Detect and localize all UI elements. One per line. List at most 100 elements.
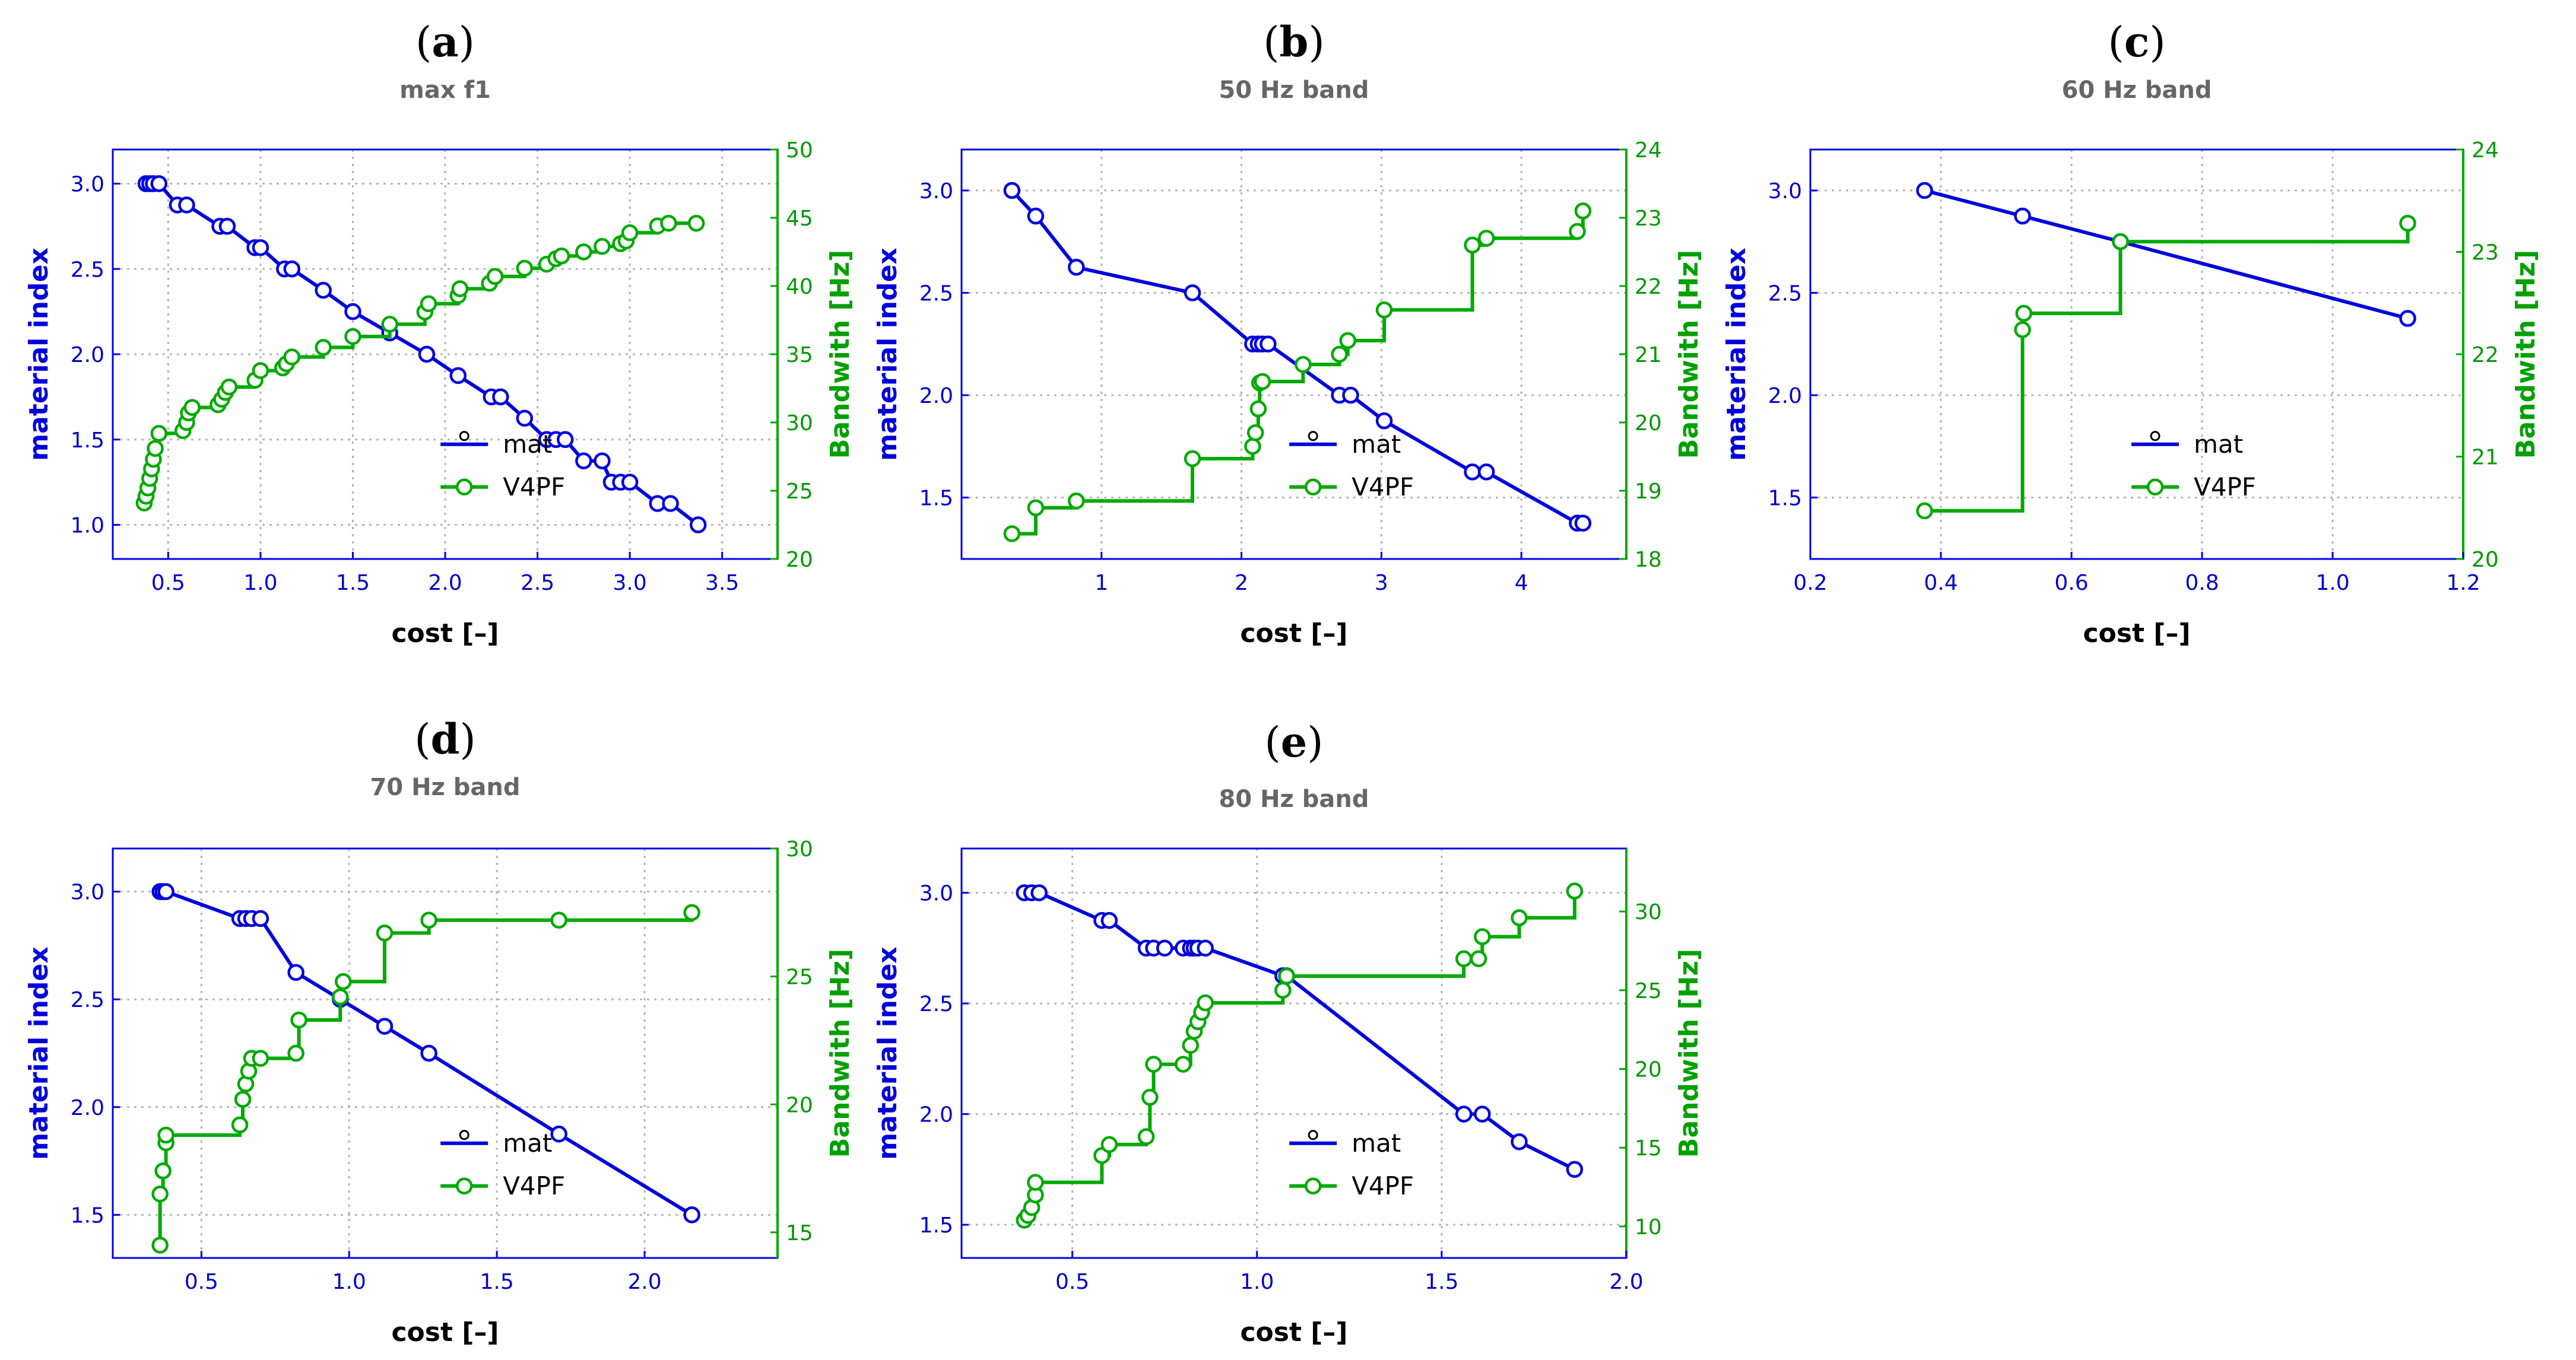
y2-tick-label: 19 [1635, 479, 1662, 504]
data-point [420, 295, 437, 313]
x-tick-label: 2.5 [521, 571, 554, 595]
x-tick-label: 1.5 [480, 1270, 513, 1294]
data-point [683, 1206, 700, 1224]
data-point [1464, 236, 1481, 254]
data-point [1375, 412, 1393, 430]
y2-tick-label: 24 [2472, 138, 2499, 163]
chart-subtitle: 80 Hz band [1219, 786, 1369, 813]
data-point [151, 1185, 169, 1203]
data-point [150, 175, 168, 192]
x-tick-label: 1.0 [243, 571, 277, 595]
y-axis-label: material index [873, 247, 903, 460]
data-point [2014, 207, 2031, 225]
legend-marker-v4pf [2146, 478, 2164, 496]
data-point [1342, 386, 1359, 404]
x-tick-label: 2.0 [1609, 1270, 1643, 1294]
x-tick-label: 2.0 [428, 571, 462, 595]
data-point [683, 904, 700, 922]
data-point [335, 973, 352, 990]
data-point [1455, 950, 1473, 968]
data-point [1184, 450, 1201, 468]
chart-subtitle: 70 Hz band [370, 774, 520, 801]
y2-tick-label: 20 [1635, 411, 1662, 436]
data-point [1030, 884, 1048, 901]
data-point [486, 268, 504, 285]
data-point [252, 362, 269, 379]
x-tick-label: 1.5 [1425, 1270, 1458, 1294]
y2-tick-label: 23 [2472, 241, 2499, 265]
y-tick-label: 1.5 [71, 428, 104, 453]
data-point [376, 924, 394, 942]
data-point [1339, 332, 1357, 349]
data-point [1156, 939, 1173, 957]
data-point [287, 964, 304, 981]
data-point [1244, 438, 1261, 455]
series-v4pf [1916, 214, 2416, 520]
chart-subtitle: max f1 [399, 77, 491, 104]
panel-letter: (e) [1264, 717, 1323, 767]
data-point [1474, 928, 1491, 945]
x-axis-label: cost [–] [2083, 618, 2190, 649]
y-tick-label: 2.0 [71, 343, 104, 367]
data-point [234, 1091, 252, 1108]
legend: mat V4PF [1289, 1129, 1414, 1200]
y2-axis-label: Bandwith [Hz] [1674, 250, 1704, 459]
y-tick-label: 3.0 [71, 173, 104, 197]
data-point [516, 409, 534, 427]
data-point [1184, 284, 1201, 301]
y2-tick-label: 24 [1635, 138, 1662, 163]
panel-letter: (d) [414, 714, 476, 764]
data-point [157, 1126, 175, 1144]
y2-tick-label: 20 [1635, 1058, 1662, 1082]
y2-axis-label: Bandwith [Hz] [825, 949, 855, 1158]
legend: mat V4PF [1289, 430, 1414, 501]
panel-letter: (b) [1263, 17, 1325, 66]
data-point [157, 883, 175, 900]
x-axis-label: cost [–] [391, 618, 499, 649]
x-tick-label: 1 [1095, 571, 1108, 595]
data-point [1182, 1037, 1200, 1054]
legend-marker-mat [2150, 431, 2161, 441]
y-tick-label: 2.5 [1768, 282, 1802, 306]
data-point [1295, 356, 1312, 373]
data-point [621, 224, 639, 242]
data-point [147, 440, 164, 457]
y-tick-label: 3.0 [919, 179, 953, 204]
y-tick-label: 2.5 [919, 282, 953, 306]
chart-panel-c: (c) 60 Hz band 0.2 0.4 0.6 0.8 1.0 1.2 1.5 2.0 2.5… [1721, 17, 2541, 649]
x-tick-label: 3.5 [705, 571, 739, 595]
data-point [344, 303, 361, 320]
data-point [687, 214, 705, 232]
data-point [344, 328, 361, 345]
y2-tick-label: 25 [786, 965, 813, 990]
y-axis-label: material index [873, 946, 903, 1159]
data-point [1470, 950, 1487, 968]
data-point [332, 988, 349, 1006]
data-point [1027, 499, 1045, 516]
series-line [1924, 223, 2410, 513]
data-point [575, 243, 592, 260]
data-point [662, 495, 679, 512]
data-point [1375, 301, 1393, 319]
x-tick-label: 0.5 [185, 1270, 218, 1294]
data-point [1566, 882, 1584, 900]
x-axis-label: cost [–] [1240, 618, 1347, 649]
data-point [1574, 202, 1592, 220]
y-tick-label: 1.0 [71, 514, 104, 538]
legend-marker-mat [1308, 431, 1318, 441]
data-point [1569, 223, 1586, 240]
data-point [1477, 230, 1495, 247]
data-point [451, 280, 469, 297]
y2-tick-label: 25 [786, 479, 813, 504]
panel-letter: (c) [2108, 17, 2165, 66]
y2-tick-label: 18 [1635, 548, 1662, 572]
y2-tick-label: 15 [1635, 1136, 1662, 1161]
series-line [144, 221, 697, 505]
x-tick-label: 0.6 [2054, 571, 2088, 595]
y-tick-label: 2.5 [919, 992, 953, 1016]
data-point [516, 259, 534, 277]
chart-panel-e: (e) 80 Hz band 0.5 1.0 1.5 2.0 1.5 2.0 2.5 3.0 10 1… [873, 717, 1704, 1348]
series-line [1024, 891, 1576, 1171]
data-point [492, 388, 509, 406]
